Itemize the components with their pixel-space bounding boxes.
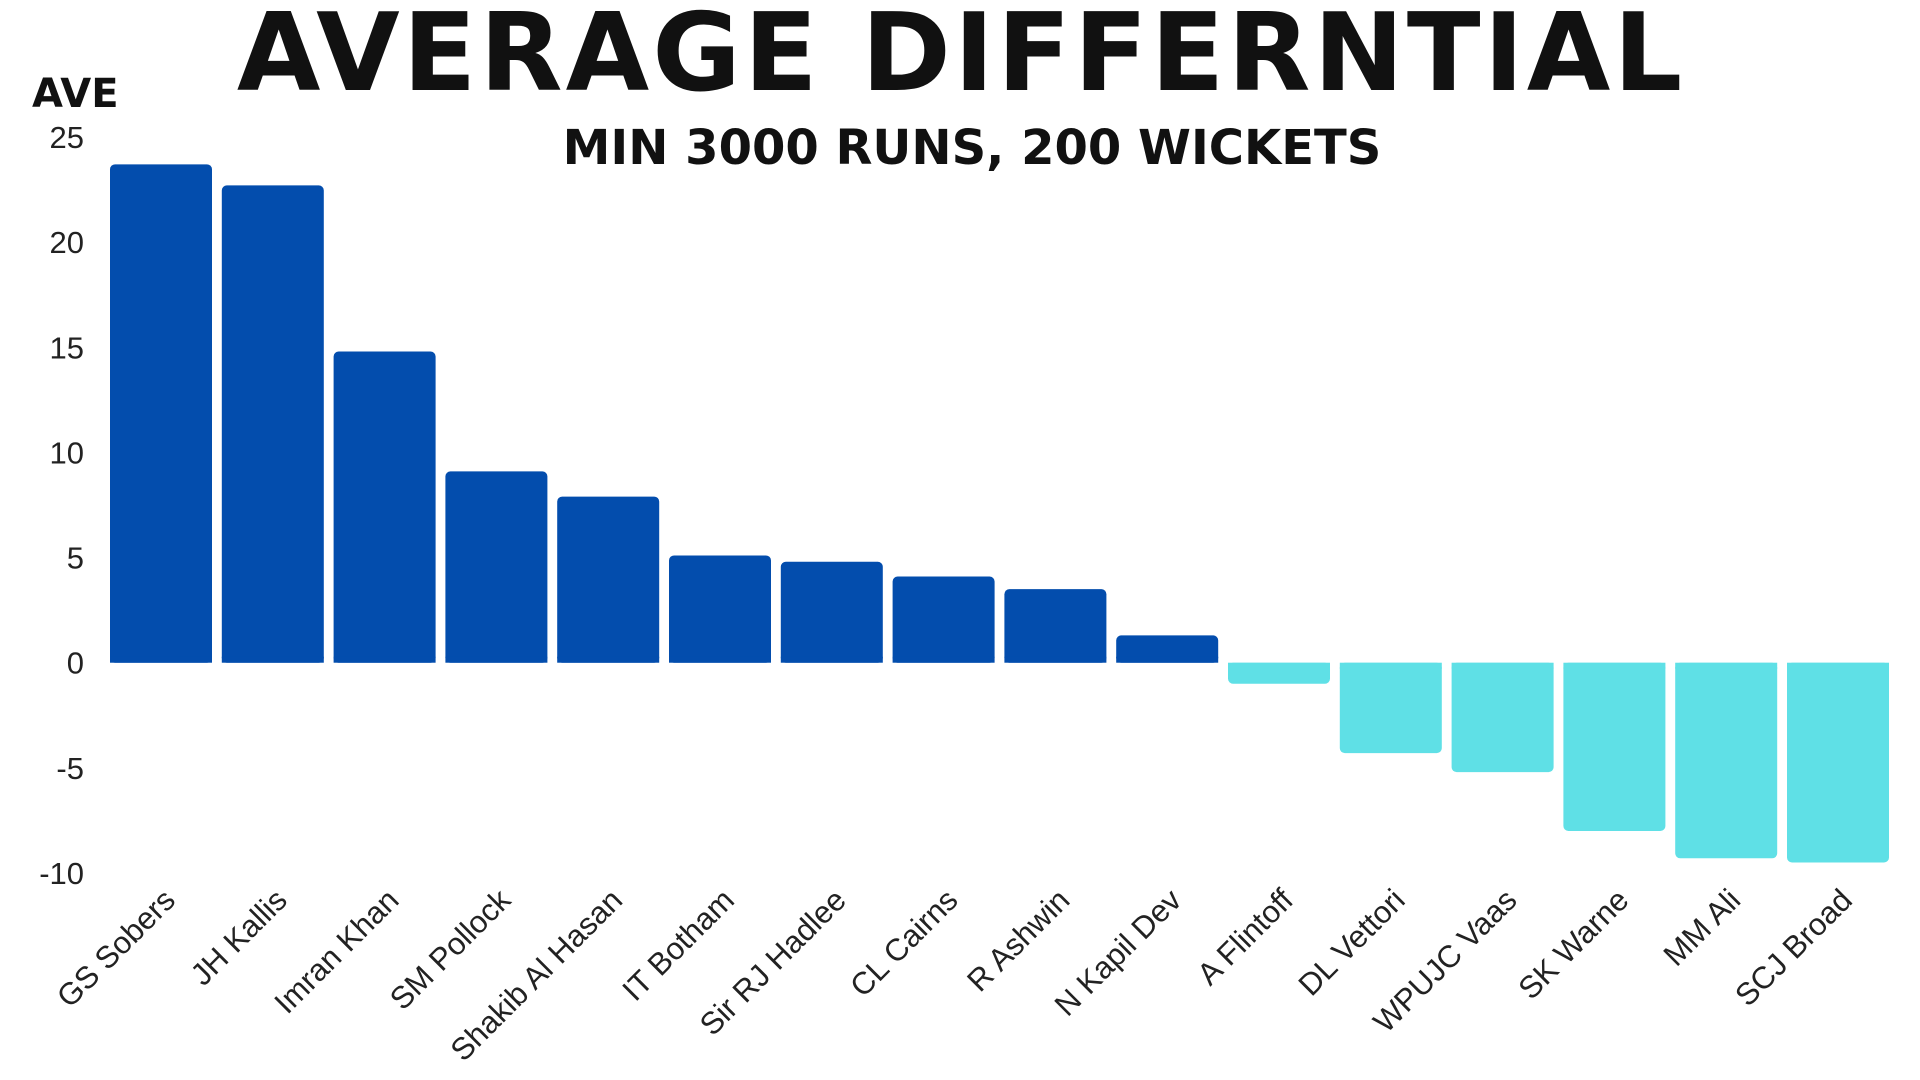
category-label: CL Cairns <box>843 882 964 1003</box>
category-label: A Flintoff <box>1190 882 1300 992</box>
bar-base <box>669 656 771 663</box>
bar-base <box>1228 662 1330 669</box>
y-axis-ticks: 25 20 15 10 5 0 -5 -10 <box>39 120 84 891</box>
y-tick-label: 25 <box>50 120 84 155</box>
bar-base <box>333 656 436 663</box>
category-label: GS Sobers <box>50 882 182 1014</box>
category-label: SCJ Broad <box>1728 882 1859 1013</box>
bar-base <box>1004 656 1107 663</box>
bar-base <box>1563 662 1666 669</box>
y-tick-label: 0 <box>67 646 84 681</box>
bar-sir-rj-hadlee <box>780 561 883 663</box>
bar-wpujc-vaas <box>1451 662 1554 773</box>
bar-base <box>1451 662 1554 669</box>
bar-scj-broad <box>1787 662 1889 863</box>
chart-title: AVERAGE DIFFERNTIAL <box>237 0 1685 116</box>
bar-n-kapil-dev <box>1116 635 1219 663</box>
bar-base <box>1675 662 1778 669</box>
bar-it-botham <box>669 555 771 663</box>
bar-shakib-al-hasan <box>557 496 660 663</box>
bar-base <box>221 656 324 663</box>
bar-base <box>445 656 548 663</box>
bar-base <box>1116 656 1219 663</box>
y-tick-label: 10 <box>50 435 84 470</box>
category-label: DL Vettori <box>1292 882 1412 1002</box>
chart-subtitle: MIN 3000 RUNS, 200 WICKETS <box>563 120 1382 176</box>
y-tick-label: 20 <box>50 225 84 260</box>
bar-base <box>110 656 212 663</box>
bar-r-ashwin <box>1004 589 1107 663</box>
bar-base <box>892 656 995 663</box>
bar-sk-warne <box>1563 662 1666 831</box>
bar-sm-pollock <box>445 471 548 663</box>
category-label: R Ashwin <box>960 882 1076 998</box>
y-axis-label: AVE <box>32 71 119 117</box>
bar-base <box>1787 662 1889 669</box>
bar-dl-vettori <box>1339 662 1442 754</box>
bar-cl-cairns <box>892 576 995 663</box>
category-label: MM Ali <box>1657 882 1748 973</box>
bar-base <box>780 656 883 663</box>
bar-gs-sobers <box>110 164 212 663</box>
category-label: JH Kallis <box>184 882 294 992</box>
bar-jh-kallis <box>221 185 324 663</box>
bar-base <box>557 656 660 663</box>
y-tick-label: 15 <box>50 330 84 365</box>
bar-mm-ali <box>1675 662 1778 859</box>
bar-base <box>1339 662 1442 669</box>
y-tick-label: 5 <box>67 541 84 576</box>
bars-group <box>110 164 1889 863</box>
bar-imran-khan <box>333 351 436 663</box>
y-tick-label: -10 <box>39 856 84 891</box>
category-label: SK Warne <box>1512 882 1636 1006</box>
y-tick-label: -5 <box>56 751 84 786</box>
